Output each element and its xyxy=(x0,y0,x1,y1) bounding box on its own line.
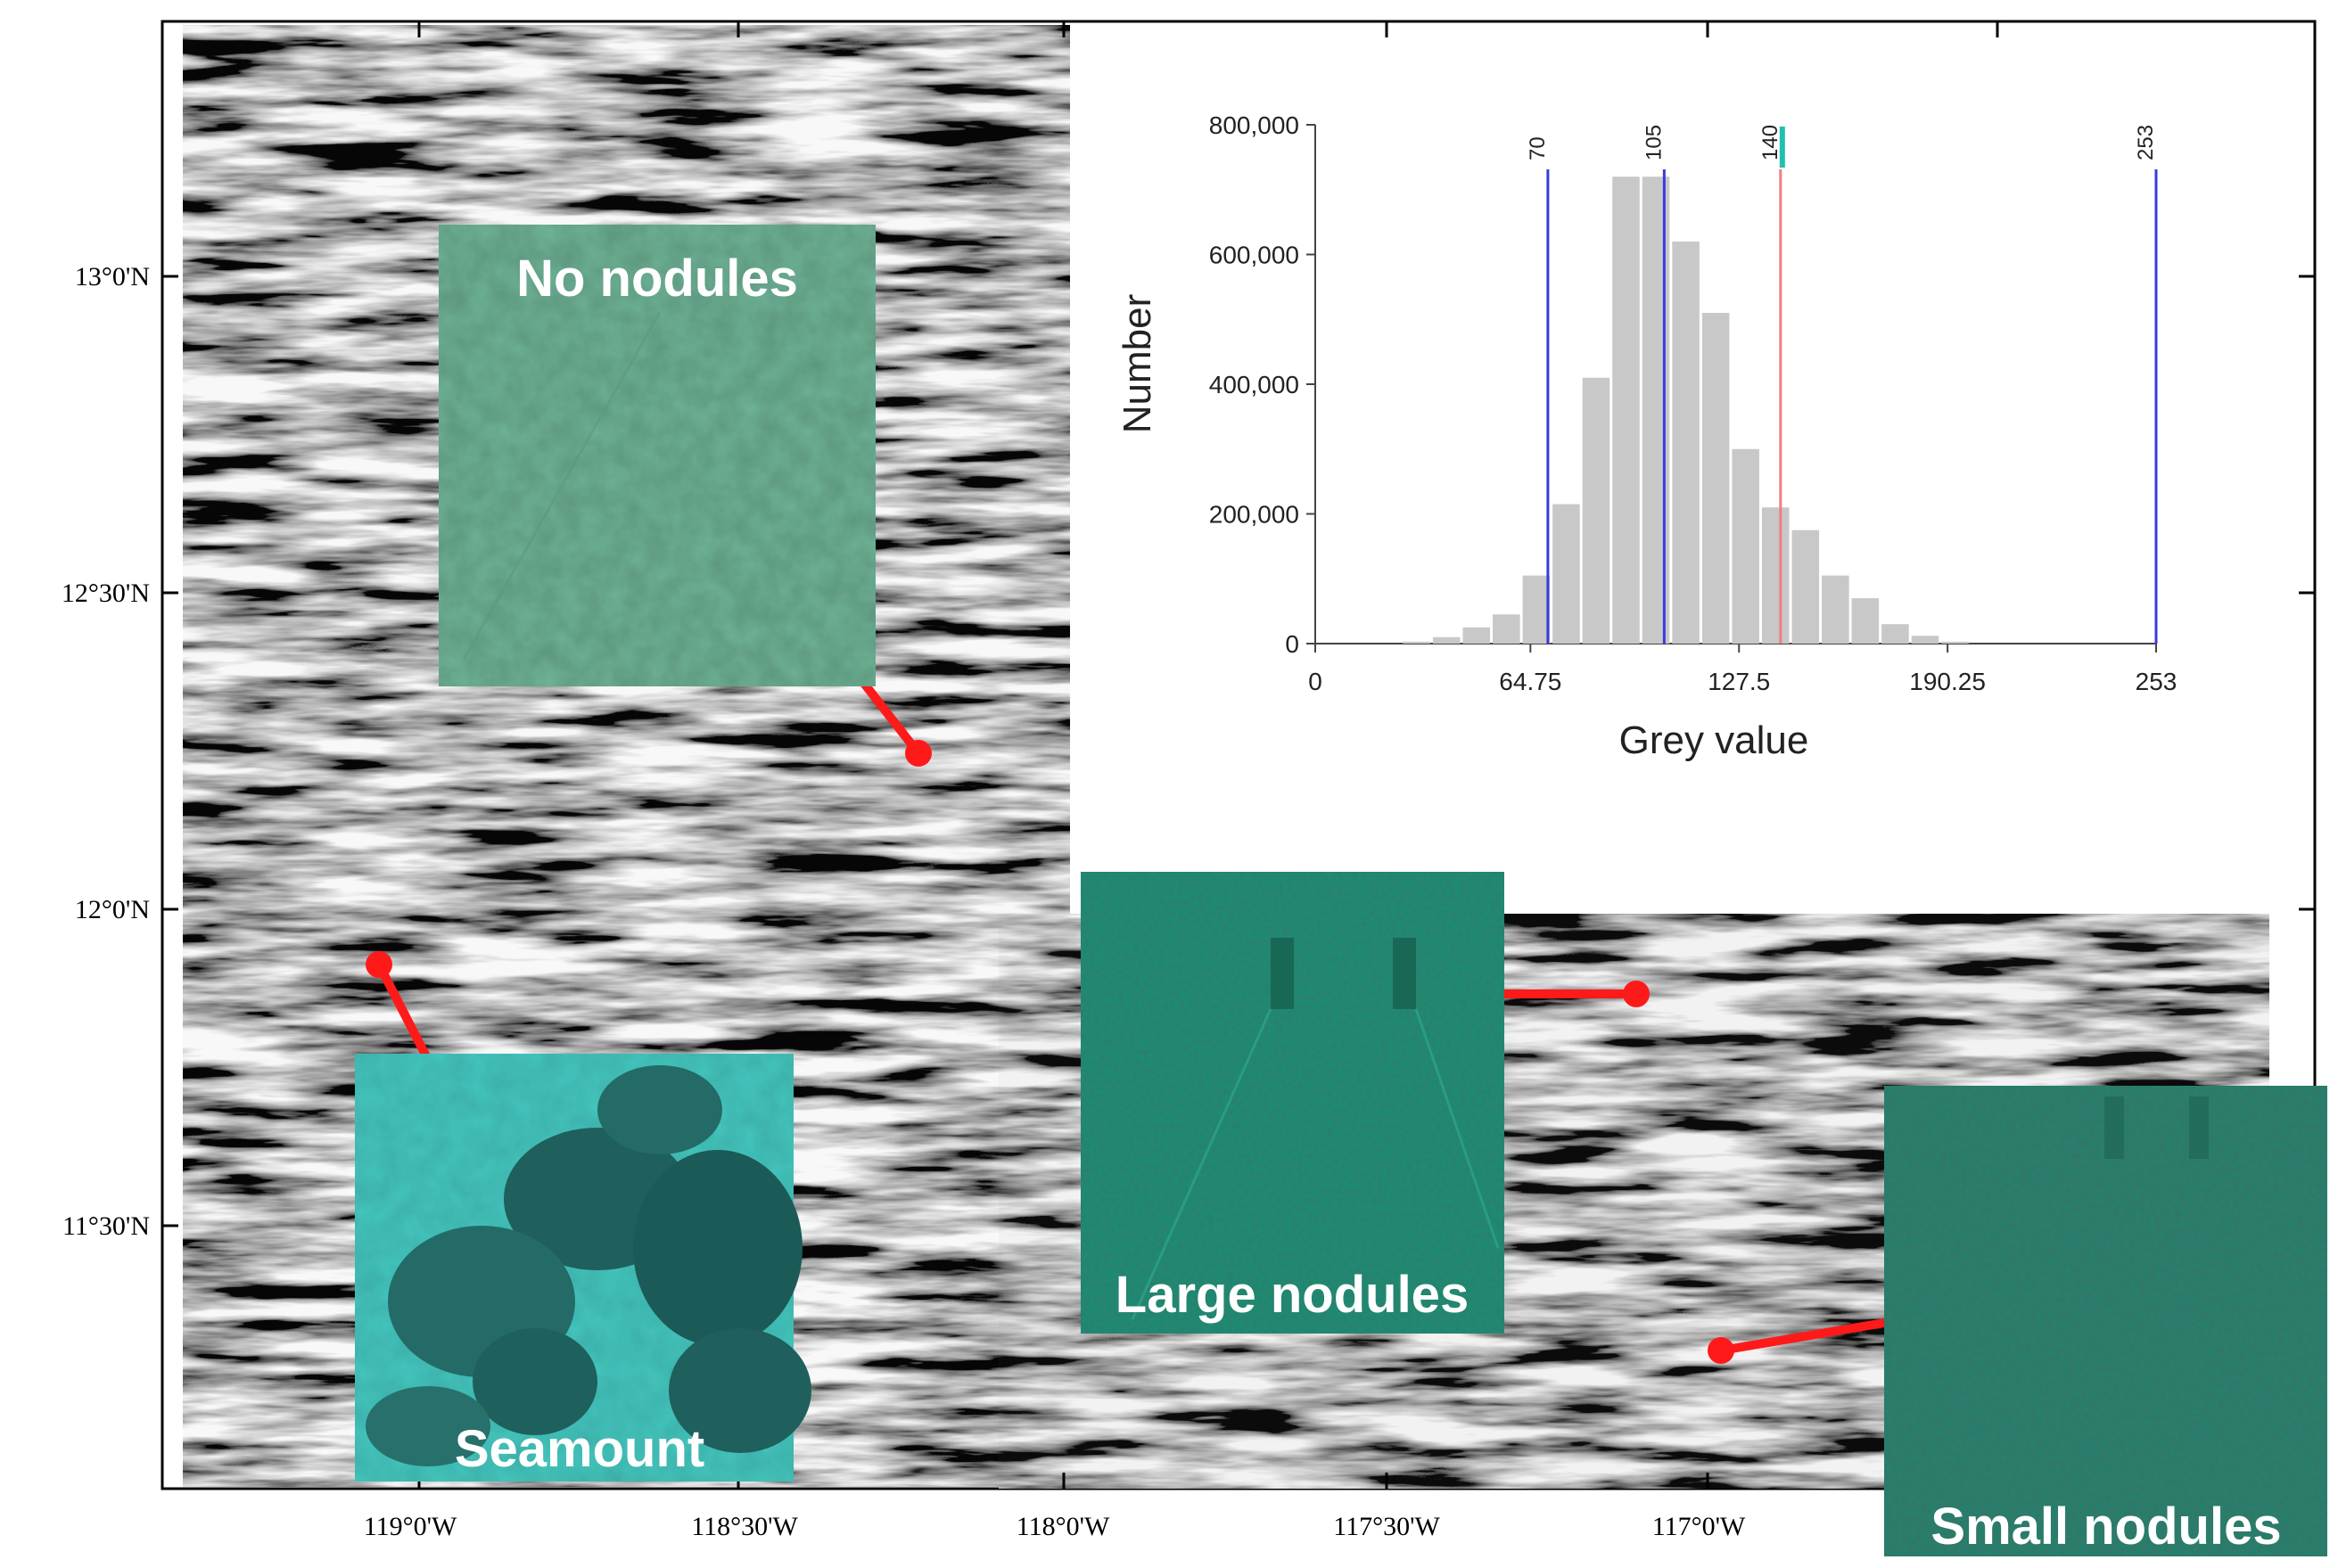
x-tick-label: 127.5 xyxy=(1708,668,1770,695)
hist-bar xyxy=(1941,641,1969,644)
lat-label-12-30: 12°30'N xyxy=(62,579,150,608)
y-tick-label: 800,000 xyxy=(1209,111,1299,139)
threshold-label: 140 xyxy=(1758,125,1782,160)
hist-bar xyxy=(1851,598,1880,644)
lat-label-13-0: 13°0'N xyxy=(75,262,150,291)
hist-y-axis-title: Number xyxy=(1115,294,1159,434)
lon-label-117-30: 117°30'W xyxy=(1333,1512,1440,1541)
threshold-label: 253 xyxy=(2134,125,2158,160)
threshold-label: 70 xyxy=(1526,136,1550,160)
hist-bar xyxy=(1701,312,1730,644)
x-tick-label: 190.25 xyxy=(1909,668,1986,695)
hist-bar xyxy=(1493,614,1520,644)
y-tick-label: 400,000 xyxy=(1209,371,1299,398)
hist-bar xyxy=(1672,241,1700,644)
hist-bar xyxy=(1911,636,1939,644)
hist-bar xyxy=(1732,448,1759,644)
hist-bar xyxy=(1612,177,1640,644)
photo-small-nodules: Small nodules xyxy=(1884,1086,2327,1556)
photo-no-nodules: No nodules xyxy=(439,225,876,686)
marker-dot-small-nodules xyxy=(1708,1337,1734,1364)
hist-bar xyxy=(1582,377,1610,644)
hist-x-axis-title: Grey value xyxy=(1619,718,1809,762)
location-markers xyxy=(366,669,1896,1364)
y-tick-label: 200,000 xyxy=(1209,501,1299,529)
hist-bars xyxy=(1403,177,1969,644)
lon-label-119-0: 119°0'W xyxy=(364,1512,457,1541)
hist-y-ticks: 0 200,000 400,000 600,000 800,000 xyxy=(1209,111,1315,658)
lat-label-11-30: 11°30'N xyxy=(62,1211,150,1241)
marker-dot-no-nodules xyxy=(905,740,932,767)
photo-label-large-nodules: Large nodules xyxy=(1115,1266,1469,1324)
latitude-axis: 13°0'N 12°30'N 12°0'N 11°30'N xyxy=(62,262,2315,1241)
photo-label-small-nodules: Small nodules xyxy=(1930,1498,2281,1556)
hist-thresholds: 70 105 140 253 xyxy=(1526,125,2158,644)
x-tick-label: 0 xyxy=(1308,668,1322,695)
lon-label-118-30: 118°30'W xyxy=(691,1512,798,1541)
hist-bar xyxy=(1822,575,1849,644)
hist-bar xyxy=(1791,530,1820,644)
marker-dot-seamount xyxy=(366,951,392,978)
hist-bar xyxy=(1522,575,1551,644)
lat-label-12-0: 12°0'N xyxy=(75,895,150,924)
lon-label-117-0: 117°0'W xyxy=(1652,1512,1746,1541)
x-tick-label: 64.75 xyxy=(1499,668,1561,695)
hist-bar xyxy=(1462,627,1491,644)
y-tick-label: 600,000 xyxy=(1209,242,1299,269)
grey-value-histogram: 70 105 140 253 0 200,000 400,000 600,000 800,00… xyxy=(1115,111,2177,762)
longitude-axis: 119°0'W 118°30'W 118°0'W 117°30'W 117°0'… xyxy=(364,21,1999,1541)
hist-bar xyxy=(1403,641,1430,644)
hist-bar xyxy=(1761,507,1790,644)
photo-label-seamount: Seamount xyxy=(455,1420,704,1478)
hist-bar xyxy=(1881,624,1909,644)
hist-bar xyxy=(1432,636,1461,644)
hist-x-ticks: 0 64.75 127.5 190.25 253 xyxy=(1308,644,2177,695)
y-tick-label: 0 xyxy=(1285,630,1299,658)
marker-dot-large-nodules xyxy=(1623,981,1650,1007)
x-tick-label: 253 xyxy=(2136,668,2177,695)
photo-label-no-nodules: No nodules xyxy=(516,250,798,308)
photo-large-nodules: Large nodules xyxy=(1081,872,1504,1334)
marker-line-small-nodules xyxy=(1720,1317,1896,1355)
hist-bar xyxy=(1552,504,1580,644)
threshold-label: 105 xyxy=(1642,125,1666,160)
lon-label-118-0: 118°0'W xyxy=(1017,1512,1110,1541)
photo-seamount: Seamount xyxy=(355,1054,811,1482)
